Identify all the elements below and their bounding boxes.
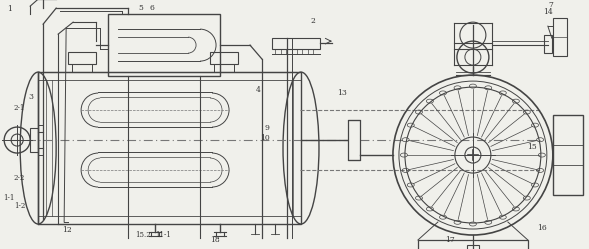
Bar <box>214 64 234 72</box>
Bar <box>72 64 92 72</box>
Text: 1-2: 1-2 <box>14 202 25 210</box>
Bar <box>68 52 96 64</box>
Text: 15: 15 <box>527 143 537 151</box>
Bar <box>210 52 238 64</box>
Text: 16: 16 <box>537 224 547 232</box>
Bar <box>30 128 38 152</box>
Bar <box>38 125 43 155</box>
Bar <box>553 18 567 56</box>
Text: 1: 1 <box>7 5 12 13</box>
Bar <box>348 120 360 160</box>
Bar <box>272 38 320 49</box>
Text: 18: 18 <box>210 236 220 244</box>
Bar <box>467 245 479 249</box>
Text: 4: 4 <box>256 86 261 94</box>
Bar <box>544 35 552 53</box>
Text: 10: 10 <box>260 134 270 142</box>
Bar <box>553 115 583 195</box>
Text: 9: 9 <box>264 124 269 132</box>
Bar <box>108 14 220 76</box>
Text: 2-1: 2-1 <box>13 104 25 112</box>
Text: 15.2: 15.2 <box>135 231 151 239</box>
Text: 12: 12 <box>62 226 72 234</box>
Text: 5: 5 <box>138 4 143 12</box>
Text: 6: 6 <box>149 4 154 12</box>
Bar <box>418 240 528 249</box>
Text: 7: 7 <box>549 1 554 9</box>
Text: 2-2: 2-2 <box>13 174 25 182</box>
Text: 17: 17 <box>445 236 455 244</box>
Text: 11-1: 11-1 <box>155 231 171 239</box>
Text: 14: 14 <box>543 8 552 16</box>
Text: 2: 2 <box>310 17 315 25</box>
Text: 1-1: 1-1 <box>3 194 15 202</box>
Text: 13: 13 <box>337 89 347 97</box>
Text: 3: 3 <box>28 93 33 101</box>
Bar <box>38 72 301 224</box>
